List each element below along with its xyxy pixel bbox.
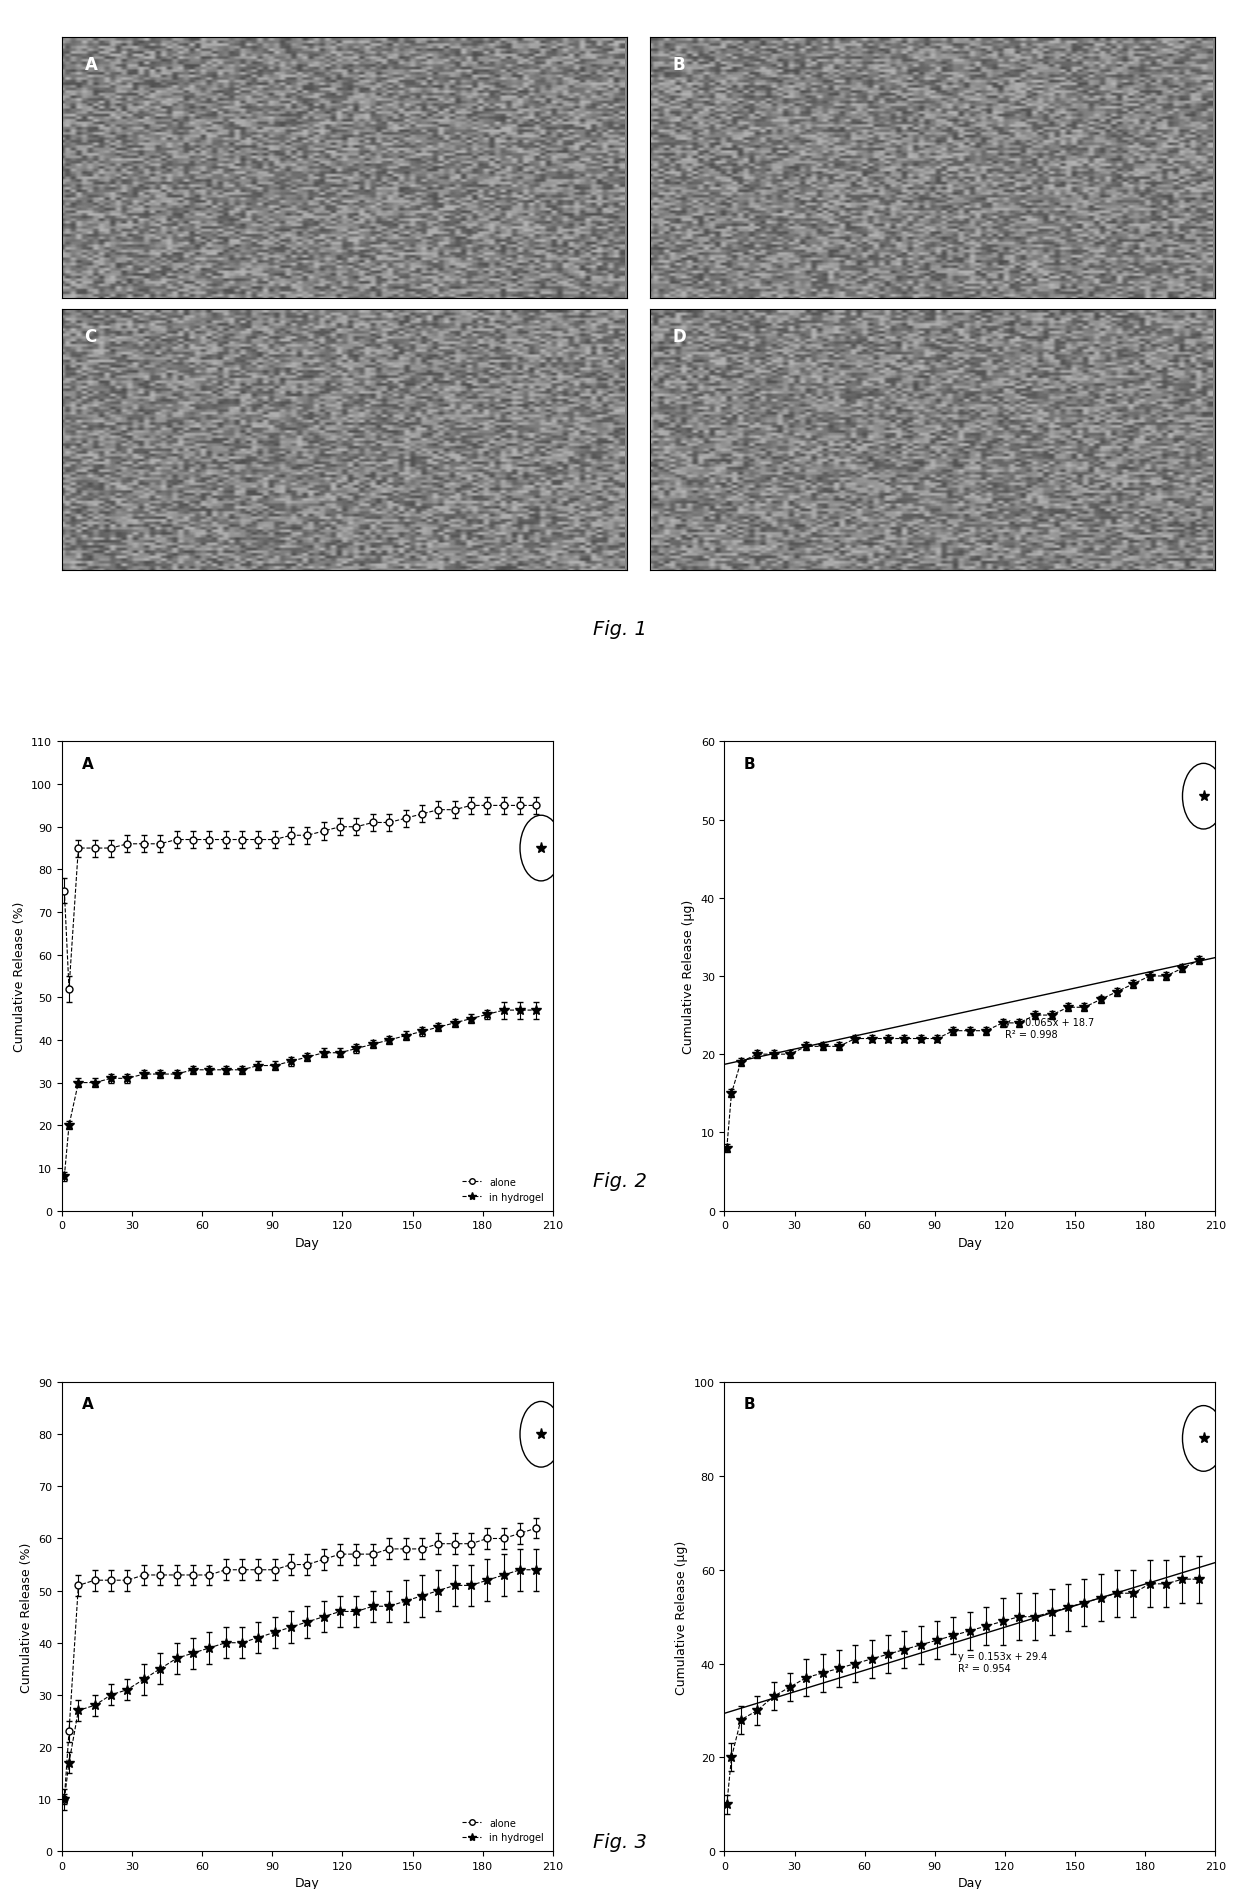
Y-axis label: Cumulative Release (μg): Cumulative Release (μg) (676, 1540, 688, 1694)
Text: y = 0.153x + 29.4
R² = 0.954: y = 0.153x + 29.4 R² = 0.954 (959, 1651, 1048, 1674)
Y-axis label: Cumulative Release (%): Cumulative Release (%) (20, 1541, 32, 1693)
Text: Fig. 1: Fig. 1 (593, 620, 647, 638)
Text: C: C (84, 327, 97, 346)
Y-axis label: Cumulative Release (%): Cumulative Release (%) (12, 901, 26, 1052)
Text: B: B (744, 756, 755, 771)
Text: A: A (82, 756, 93, 771)
X-axis label: Day: Day (957, 1235, 982, 1249)
Text: Fig. 2: Fig. 2 (593, 1171, 647, 1190)
Text: D: D (672, 327, 686, 346)
Text: y = 0.065x + 18.7
R² = 0.998: y = 0.065x + 18.7 R² = 0.998 (1004, 1018, 1094, 1039)
Text: B: B (744, 1396, 755, 1411)
X-axis label: Day: Day (295, 1876, 320, 1889)
Legend: alone, in hydrogel: alone, in hydrogel (458, 1813, 548, 1846)
Y-axis label: Cumulative Release (μg): Cumulative Release (μg) (682, 899, 696, 1054)
Text: A: A (84, 57, 98, 74)
X-axis label: Day: Day (295, 1235, 320, 1249)
Text: B: B (672, 57, 686, 74)
Legend: alone, in hydrogel: alone, in hydrogel (458, 1173, 548, 1205)
Text: A: A (82, 1396, 93, 1411)
Text: Fig. 3: Fig. 3 (593, 1832, 647, 1851)
X-axis label: Day: Day (957, 1876, 982, 1889)
